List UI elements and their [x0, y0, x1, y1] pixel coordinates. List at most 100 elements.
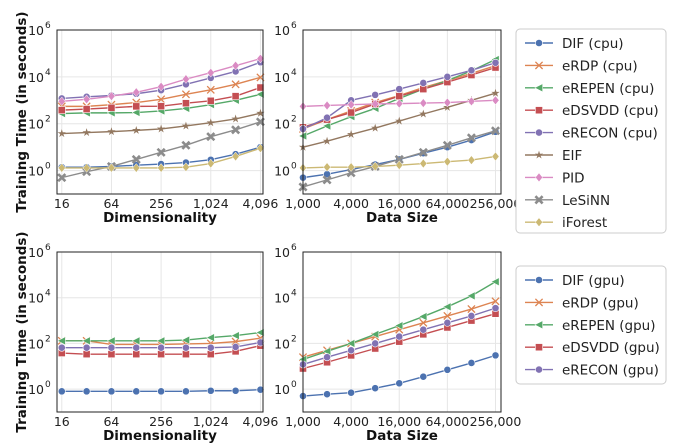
y-tick-label: 10 — [274, 70, 290, 85]
series-edsvdd-cpu — [57, 83, 265, 115]
data-point-dif-gpu — [443, 365, 452, 374]
data-point-dif-gpu — [206, 386, 215, 395]
data-point-erecon-cpu — [371, 90, 380, 99]
data-point-erdp-gpu — [419, 318, 428, 327]
data-point-erecon-cpu — [443, 72, 452, 81]
series-lesinn — [298, 126, 501, 192]
data-point-iforest — [231, 151, 240, 162]
data-point-erepen-cpu — [255, 89, 265, 99]
data-point-erecon-cpu — [467, 66, 476, 75]
data-point-erdp-gpu — [443, 311, 452, 320]
x-tick-label: 4,096 — [243, 196, 279, 211]
x-tick-label: 4,096 — [243, 414, 279, 429]
data-point-erecon-gpu — [395, 332, 404, 341]
data-point-dif-gpu — [57, 387, 66, 396]
data-point-dif-gpu — [467, 359, 476, 367]
data-point-pid — [443, 97, 452, 108]
y-tick-exponent: 0 — [291, 380, 297, 390]
legend-item-eif: EIF — [525, 148, 582, 164]
data-point-dif-gpu — [256, 385, 265, 394]
y-tick-label: 10 — [274, 382, 290, 397]
data-point-erdp-gpu — [467, 304, 476, 314]
data-point-erdp-cpu — [157, 95, 166, 104]
series-erecon-gpu — [299, 304, 500, 369]
data-point-dif-gpu — [182, 387, 190, 396]
y-tick-label: 10 — [28, 23, 44, 38]
data-point-edsvdd-gpu — [157, 350, 166, 359]
legend-label: DIF (cpu) — [562, 36, 624, 52]
data-point-edsvdd-cpu — [57, 106, 66, 115]
series-dif-gpu — [299, 351, 500, 400]
legend-marker — [534, 61, 544, 70]
data-point-edsvdd-cpu — [395, 92, 404, 101]
data-point-lesinn — [466, 133, 476, 143]
legend-marker — [535, 217, 543, 227]
data-point-erdp-cpu — [231, 80, 240, 89]
data-point-pid — [157, 81, 166, 92]
x-tick-label: 16,000 — [377, 414, 421, 429]
data-point-pid — [323, 100, 331, 111]
series-pid — [299, 95, 500, 112]
data-point-pid — [419, 98, 428, 108]
data-point-iforest — [206, 158, 215, 169]
data-point-erecon-gpu — [323, 353, 331, 362]
data-point-erepen-gpu — [57, 336, 66, 346]
x-tick-label: 64,000 — [425, 196, 469, 211]
data-point-pid — [182, 74, 190, 84]
legend-marker — [534, 83, 543, 93]
data-point-pid — [132, 87, 141, 98]
data-point-dif-gpu — [491, 351, 500, 360]
data-point-dif-gpu — [395, 379, 404, 388]
y-tick-label: 10 — [28, 245, 44, 260]
x-tick-label: 256 — [149, 414, 173, 429]
data-point-erepen-gpu — [490, 277, 500, 287]
data-point-eif — [346, 130, 356, 138]
data-point-pid — [347, 99, 356, 110]
y-tick-exponent: 4 — [291, 68, 297, 78]
data-point-erecon-gpu — [206, 343, 215, 352]
data-point-pid — [107, 91, 116, 101]
data-point-erepen-gpu — [81, 336, 91, 346]
data-point-erepen-gpu — [230, 331, 240, 341]
data-point-edsvdd-cpu — [157, 102, 166, 111]
data-point-pid — [371, 99, 380, 109]
data-point-edsvdd-cpu — [231, 92, 240, 101]
data-point-edsvdd-gpu — [206, 350, 215, 359]
legend-item-iforest: iForest — [525, 215, 607, 231]
data-point-erepen-gpu — [156, 336, 165, 346]
data-point-pid — [206, 67, 215, 78]
legend-label: EIF — [562, 148, 582, 164]
data-point-edsvdd-cpu — [347, 108, 356, 117]
data-point-iforest — [467, 155, 476, 165]
data-point-erecon-gpu — [371, 339, 380, 348]
x-tick-label: 64 — [103, 414, 119, 429]
data-point-edsvdd-cpu — [182, 99, 190, 108]
data-point-edsvdd-gpu — [82, 350, 91, 359]
data-point-eif — [371, 123, 380, 132]
x-axis-label: Dimensionality — [103, 210, 217, 226]
legend-item-lesinn: LeSiNN — [525, 193, 610, 209]
data-point-lesinn — [131, 154, 141, 164]
data-point-erecon-cpu — [419, 79, 428, 87]
data-point-edsvdd-cpu — [132, 102, 141, 111]
series-iforest — [57, 143, 265, 173]
data-point-lesinn — [346, 168, 356, 178]
plot-frame — [302, 251, 502, 413]
y-tick-label: 10 — [28, 164, 44, 179]
y-tick-exponent: 2 — [291, 334, 297, 344]
series-erepen-gpu — [298, 277, 500, 364]
series-pid — [57, 53, 265, 107]
series-dif-gpu — [57, 385, 265, 396]
series-erecon-cpu — [299, 58, 500, 133]
data-point-pid — [57, 96, 66, 107]
data-point-edsvdd-gpu — [182, 350, 190, 359]
legend-label: eREPEN (cpu) — [562, 81, 654, 97]
legend-label: eRECON (cpu) — [562, 126, 658, 142]
y-tick-label: 10 — [274, 336, 290, 351]
legend-item-erecon-cpu: eRECON (cpu) — [525, 126, 658, 142]
data-point-erepen-gpu — [106, 336, 116, 346]
y-axis-label: Training Time (in seconds) — [14, 231, 30, 432]
data-point-lesinn — [394, 154, 404, 164]
